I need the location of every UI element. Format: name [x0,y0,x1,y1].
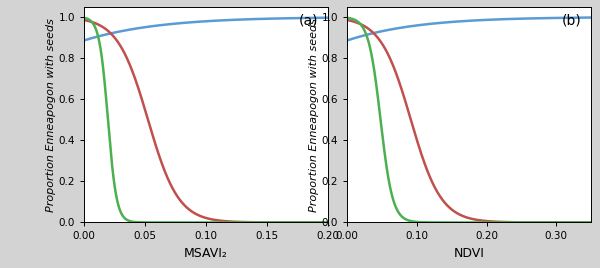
Text: (a): (a) [299,13,318,27]
Y-axis label: Proportion Enneapogon with seeds: Proportion Enneapogon with seeds [46,18,56,211]
X-axis label: NDVI: NDVI [454,247,485,260]
X-axis label: MSAVI₂: MSAVI₂ [184,247,228,260]
Text: (b): (b) [562,13,581,27]
Y-axis label: Proportion Enneapogon with seeds: Proportion Enneapogon with seeds [309,18,319,211]
